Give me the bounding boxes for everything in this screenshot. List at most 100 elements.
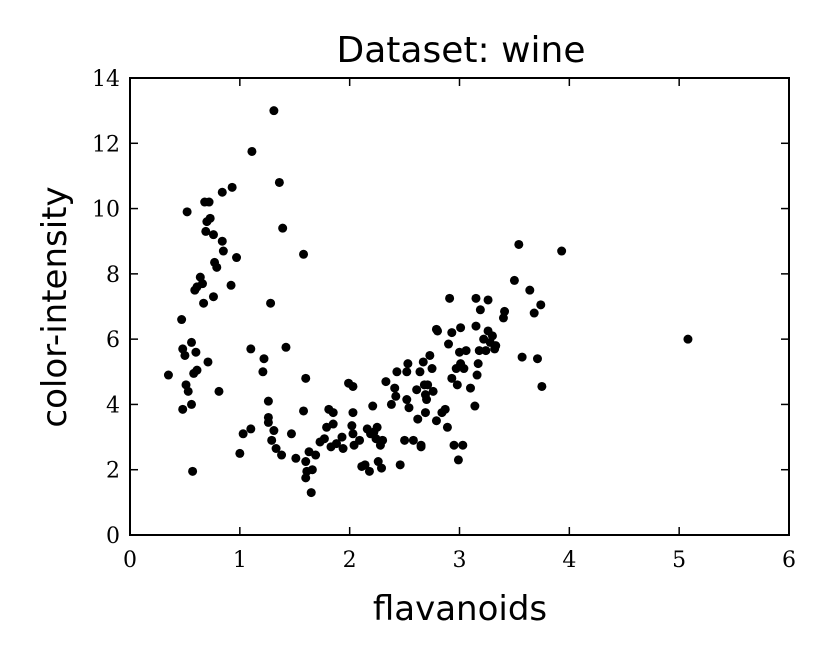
- point: [428, 386, 438, 396]
- point: [307, 465, 317, 475]
- point: [277, 450, 287, 460]
- point: [386, 399, 396, 409]
- point: [214, 386, 224, 396]
- y-tick-label: 4: [106, 393, 120, 418]
- point: [445, 293, 455, 303]
- point: [461, 346, 471, 356]
- point: [487, 331, 497, 341]
- point: [301, 473, 311, 483]
- point: [475, 305, 485, 315]
- point: [420, 408, 430, 418]
- point: [423, 380, 433, 390]
- point: [433, 326, 443, 336]
- point: [212, 262, 222, 272]
- point: [204, 197, 214, 207]
- point: [197, 279, 207, 289]
- point: [400, 435, 410, 445]
- point: [286, 429, 296, 439]
- point: [532, 354, 542, 364]
- point: [338, 443, 348, 453]
- point: [408, 435, 418, 445]
- point: [187, 337, 197, 347]
- point: [360, 460, 370, 470]
- point: [299, 249, 309, 259]
- point: [390, 383, 400, 393]
- y-tick-label: 14: [92, 67, 120, 92]
- point: [557, 246, 567, 256]
- point: [378, 435, 388, 445]
- point: [263, 417, 273, 427]
- point: [425, 350, 435, 360]
- point: [403, 359, 413, 369]
- point: [328, 419, 338, 429]
- point: [465, 383, 475, 393]
- point: [337, 432, 347, 442]
- point: [306, 488, 316, 498]
- point: [427, 364, 437, 374]
- point: [500, 306, 510, 316]
- point: [267, 435, 277, 445]
- x-axis-label: flavanoids: [373, 589, 547, 629]
- point: [517, 352, 527, 362]
- point: [449, 440, 459, 450]
- point: [474, 346, 484, 356]
- point: [328, 408, 338, 418]
- point: [246, 424, 256, 434]
- point: [187, 399, 197, 409]
- point: [483, 295, 493, 305]
- x-tick-label: 1: [233, 548, 247, 573]
- point: [416, 442, 426, 452]
- point: [536, 300, 546, 310]
- y-tick-label: 12: [92, 132, 120, 157]
- point: [301, 457, 311, 467]
- point: [188, 466, 198, 476]
- point: [372, 422, 382, 432]
- point: [348, 429, 358, 439]
- point: [208, 292, 218, 302]
- y-tick-label: 10: [92, 198, 120, 223]
- point: [226, 280, 236, 290]
- point: [412, 385, 422, 395]
- point: [481, 346, 491, 356]
- point: [201, 226, 211, 236]
- point: [259, 354, 269, 364]
- point: [471, 321, 481, 331]
- point: [444, 339, 454, 349]
- point: [447, 328, 457, 338]
- point: [683, 334, 693, 344]
- point: [509, 275, 519, 285]
- point: [381, 377, 391, 387]
- point: [472, 370, 482, 380]
- point: [271, 443, 281, 453]
- point: [471, 293, 481, 303]
- point: [525, 285, 535, 295]
- point: [347, 421, 357, 431]
- point: [537, 381, 547, 391]
- plot-frame: [129, 77, 790, 536]
- point: [178, 404, 188, 414]
- point: [232, 253, 242, 263]
- point: [364, 466, 374, 476]
- x-tick-label: 6: [782, 548, 796, 573]
- point: [392, 367, 402, 377]
- point: [192, 365, 202, 375]
- point: [452, 380, 462, 390]
- point: [459, 364, 469, 374]
- point: [199, 298, 209, 308]
- point: [391, 391, 401, 401]
- point: [301, 373, 311, 383]
- point: [404, 403, 414, 413]
- point: [355, 435, 365, 445]
- point: [431, 416, 441, 426]
- x-tick-label: 4: [562, 548, 576, 573]
- point: [238, 429, 248, 439]
- point: [217, 187, 227, 197]
- point: [442, 422, 452, 432]
- point: [183, 386, 193, 396]
- point: [348, 408, 358, 418]
- point: [227, 182, 237, 192]
- y-tick-label: 6: [106, 328, 120, 353]
- point: [402, 395, 412, 405]
- x-tick-label: 2: [343, 548, 357, 573]
- point: [269, 106, 279, 116]
